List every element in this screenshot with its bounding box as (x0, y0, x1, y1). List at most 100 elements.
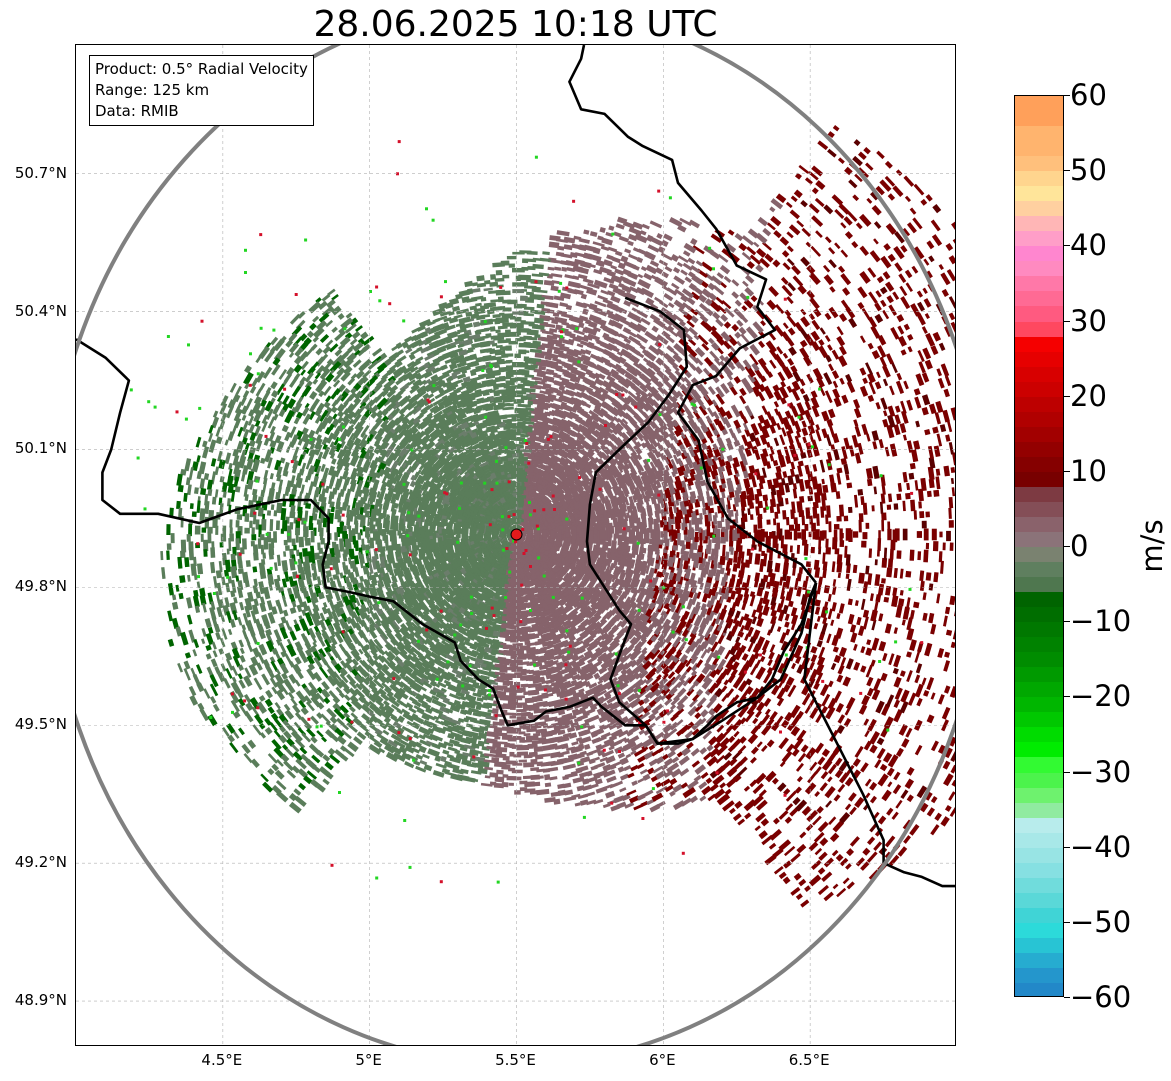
velocity-echo-bin (746, 246, 757, 256)
velocity-echo-bin (944, 375, 952, 387)
velocity-echo-bin (738, 410, 746, 420)
velocity-echo-bin (621, 473, 631, 486)
velocity-echo-bin (717, 466, 725, 480)
velocity-echo-bin (808, 272, 821, 285)
velocity-echo-bin (574, 459, 586, 470)
velocity-echo-bin (321, 293, 331, 302)
velocity-echo-bin (661, 271, 669, 279)
velocity-echo-bin (859, 367, 867, 376)
velocity-echo-bin (900, 244, 908, 253)
velocity-echo-bin (797, 465, 803, 477)
velocity-echo-bin (772, 259, 781, 268)
velocity-echo-bin (769, 506, 775, 514)
velocity-echo-bin (739, 395, 747, 405)
velocity-echo-bin (476, 275, 485, 282)
velocity-echo-bin (789, 415, 797, 427)
velocity-echo-bin (869, 250, 881, 263)
velocity-echo-bin (663, 293, 674, 302)
velocity-echo-bin (950, 407, 955, 421)
velocity-echo-bin (867, 342, 874, 350)
velocity-echo-bin (940, 272, 951, 286)
velocity-echo-bin (634, 395, 645, 405)
velocity-echo-bin (790, 195, 798, 203)
velocity-echo-bin (555, 483, 564, 492)
velocity-echo-bin (781, 477, 786, 486)
velocity-echo-bin (634, 486, 642, 497)
velocity-echo-bin (828, 424, 836, 438)
velocity-echo-bin (893, 246, 905, 260)
velocity-echo-bin (749, 353, 759, 366)
velocity-echo-bin (928, 456, 936, 469)
velocity-echo-bin (801, 420, 807, 428)
velocity-echo-bin (726, 442, 734, 451)
velocity-echo-bin (881, 519, 885, 532)
velocity-echo-bin (826, 451, 833, 462)
velocity-echo-bin (550, 285, 559, 292)
velocity-echo-bin (640, 428, 651, 441)
velocity-echo-bin (853, 139, 861, 147)
velocity-echo-bin (798, 164, 810, 174)
velocity-echo-bin (214, 489, 219, 498)
velocity-echo-bin (312, 315, 320, 323)
velocity-echo-bin (913, 246, 925, 260)
velocity-echo-bin (876, 150, 885, 160)
velocity-echo-bin (732, 456, 740, 468)
velocity-echo-bin (726, 477, 733, 486)
velocity-echo-bin (630, 451, 639, 461)
velocity-echo-bin (838, 345, 847, 356)
velocity-echo-bin (904, 269, 913, 279)
velocity-echo-bin (882, 365, 891, 378)
radar-map-canvas[interactable] (76, 45, 956, 1046)
velocity-echo-bin (805, 507, 811, 519)
velocity-echo-bin (661, 481, 667, 491)
velocity-echo-bin (935, 400, 944, 413)
velocity-echo-bin (831, 349, 840, 360)
velocity-echo-bin (865, 162, 874, 171)
velocity-echo-bin (811, 439, 818, 450)
velocity-echo-bin (832, 125, 840, 132)
velocity-echo-bin (756, 247, 767, 258)
velocity-echo-bin (880, 299, 887, 308)
velocity-echo-bin (806, 373, 814, 384)
velocity-echo-bin (202, 440, 208, 448)
velocity-echo-bin (740, 377, 750, 388)
velocity-echo-bin (206, 479, 213, 491)
velocity-echo-bin (464, 280, 474, 288)
velocity-echo-bin (624, 248, 632, 254)
velocity-echo-bin (887, 414, 896, 428)
velocity-echo-bin (737, 447, 747, 462)
velocity-echo-bin (782, 262, 791, 271)
velocity-echo-bin (682, 250, 691, 257)
velocity-echo-bin (703, 356, 714, 367)
velocity-echo-bin (716, 272, 725, 279)
velocity-echo-bin (889, 385, 895, 396)
velocity-echo-bin (796, 402, 806, 416)
velocity-echo-bin (684, 276, 692, 284)
velocity-echo-bin (912, 217, 923, 230)
velocity-echo-bin (646, 504, 653, 512)
velocity-echo-bin (559, 302, 568, 308)
velocity-echo-bin (840, 222, 847, 229)
velocity-echo-bin (866, 433, 871, 442)
velocity-echo-bin (684, 332, 693, 341)
velocity-echo-bin (822, 484, 829, 494)
velocity-echo-bin (643, 272, 653, 281)
velocity-echo-bin (702, 367, 711, 376)
velocity-echo-bin (604, 495, 612, 509)
velocity-echo-bin (684, 463, 691, 474)
velocity-echo-bin (734, 299, 742, 307)
radar-map[interactable] (75, 44, 956, 1046)
velocity-echo-bin (752, 321, 764, 334)
velocity-echo-bin (790, 461, 796, 470)
velocity-echo-bin (589, 353, 603, 362)
velocity-echo-bin (873, 238, 879, 245)
velocity-echo-bin (881, 512, 887, 521)
velocity-echo-bin (281, 424, 289, 433)
velocity-echo-bin (809, 297, 820, 310)
velocity-echo-bin (255, 388, 262, 397)
velocity-echo-bin (644, 424, 656, 437)
velocity-echo-bin (799, 339, 808, 348)
velocity-echo-bin (655, 458, 664, 468)
velocity-echo-bin (563, 244, 573, 251)
velocity-echo-bin (826, 505, 831, 518)
